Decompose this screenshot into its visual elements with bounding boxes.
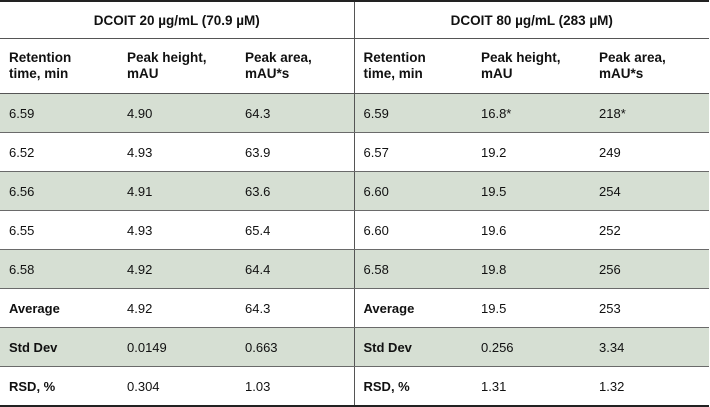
group-header-20: DCOIT 20 µg/mL (70.9 µM) xyxy=(0,0,355,39)
col-header-line: Peak area, xyxy=(245,50,312,65)
average-row: Average 4.92 64.3 Average 19.5 253 xyxy=(0,288,709,328)
col-header-line: mAU xyxy=(127,66,159,81)
table-cell: 6.58 xyxy=(354,249,472,289)
table-cell: 6.52 xyxy=(0,132,118,172)
col-header-line: time, min xyxy=(363,66,423,81)
table-row: 6.58 4.92 64.4 6.58 19.8 256 xyxy=(0,249,709,289)
table-row: 6.56 4.91 63.6 6.60 19.5 254 xyxy=(0,171,709,211)
row-label: Std Dev xyxy=(354,327,472,367)
table-cell: 4.93 xyxy=(118,210,236,250)
row-label: RSD, % xyxy=(354,366,472,407)
col-header-line: mAU*s xyxy=(245,66,290,81)
col-header-line: time, min xyxy=(9,66,69,81)
column-header-row: Retention time, min Peak height, mAU Peak … xyxy=(0,38,709,94)
table-cell: 256 xyxy=(590,249,709,289)
table-cell: 1.31 xyxy=(472,366,590,407)
table-cell: 249 xyxy=(590,132,709,172)
table-cell: 64.4 xyxy=(236,249,355,289)
col-header-peak-area: Peak area, mAU*s xyxy=(236,38,355,94)
group-header-row: DCOIT 20 µg/mL (70.9 µM) DCOIT 80 µg/mL … xyxy=(0,0,709,39)
row-label: Average xyxy=(354,288,472,328)
table-cell: 64.3 xyxy=(236,288,355,328)
col-header-peak-height: Peak height, mAU xyxy=(118,38,236,94)
table-cell: 19.2 xyxy=(472,132,590,172)
table-cell: 253 xyxy=(590,288,709,328)
table-cell: 0.304 xyxy=(118,366,236,407)
table-cell: 0.256 xyxy=(472,327,590,367)
col-header-line: Peak height, xyxy=(127,50,207,65)
table-cell: 19.5 xyxy=(472,288,590,328)
table-cell: 6.59 xyxy=(354,93,472,133)
table-cell: 63.6 xyxy=(236,171,355,211)
col-header-retention-time: Retention time, min xyxy=(354,38,472,94)
table-cell: 64.3 xyxy=(236,93,355,133)
table-cell: 254 xyxy=(590,171,709,211)
col-header-line: Peak height, xyxy=(481,50,561,65)
table-cell: 1.32 xyxy=(590,366,709,407)
table-cell: 4.92 xyxy=(118,288,236,328)
table-row: 6.59 4.90 64.3 6.59 16.8* 218* xyxy=(0,93,709,133)
table-cell: 4.90 xyxy=(118,93,236,133)
row-label: Average xyxy=(0,288,118,328)
table-cell: 0.663 xyxy=(236,327,355,367)
std-dev-row: Std Dev 0.0149 0.663 Std Dev 0.256 3.34 xyxy=(0,327,709,367)
group-header-80: DCOIT 80 µg/mL (283 µM) xyxy=(354,0,709,39)
col-header-line: mAU*s xyxy=(599,66,644,81)
table-cell: 6.59 xyxy=(0,93,118,133)
table-cell: 16.8* xyxy=(472,93,590,133)
table-cell: 65.4 xyxy=(236,210,355,250)
rsd-row: RSD, % 0.304 1.03 RSD, % 1.31 1.32 xyxy=(0,366,709,407)
table-cell: 3.34 xyxy=(590,327,709,367)
col-header-line: Peak area, xyxy=(599,50,666,65)
table-cell: 1.03 xyxy=(236,366,355,407)
col-header-retention-time: Retention time, min xyxy=(0,38,118,94)
col-header-line: Retention xyxy=(9,50,72,65)
table-row: 6.52 4.93 63.9 6.57 19.2 249 xyxy=(0,132,709,172)
table-cell: 63.9 xyxy=(236,132,355,172)
table-cell: 0.0149 xyxy=(118,327,236,367)
col-header-line: mAU xyxy=(481,66,513,81)
col-header-line: Retention xyxy=(363,50,426,65)
table-cell: 19.6 xyxy=(472,210,590,250)
col-header-peak-height: Peak height, mAU xyxy=(472,38,590,94)
table-cell: 19.8 xyxy=(472,249,590,289)
table-cell: 4.91 xyxy=(118,171,236,211)
table-cell: 218* xyxy=(590,93,709,133)
table-cell: 4.93 xyxy=(118,132,236,172)
col-header-peak-area: Peak area, mAU*s xyxy=(590,38,709,94)
table-cell: 252 xyxy=(590,210,709,250)
table-row: 6.55 4.93 65.4 6.60 19.6 252 xyxy=(0,210,709,250)
table-cell: 6.57 xyxy=(354,132,472,172)
table-cell: 6.56 xyxy=(0,171,118,211)
table-cell: 6.60 xyxy=(354,171,472,211)
row-label: Std Dev xyxy=(0,327,118,367)
table-cell: 6.58 xyxy=(0,249,118,289)
row-label: RSD, % xyxy=(0,366,118,407)
table-cell: 4.92 xyxy=(118,249,236,289)
table-cell: 6.55 xyxy=(0,210,118,250)
table-cell: 6.60 xyxy=(354,210,472,250)
table-cell: 19.5 xyxy=(472,171,590,211)
